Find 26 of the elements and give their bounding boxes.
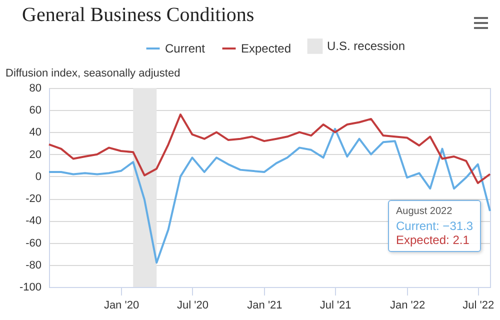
y-tick-label: 40 bbox=[29, 126, 42, 139]
legend-label: U.S. recession bbox=[327, 39, 406, 54]
x-tick-label: Jan '20 bbox=[104, 300, 140, 312]
y-tick-label: 60 bbox=[29, 104, 42, 117]
y-tick-label: 20 bbox=[29, 148, 42, 161]
x-tick-label: Jul '20 bbox=[176, 300, 208, 312]
x-tick-label: Jan '22 bbox=[390, 300, 426, 312]
y-tick-label: 0 bbox=[35, 170, 42, 183]
legend-label: Expected bbox=[241, 42, 292, 56]
x-tick-label: Jul '21 bbox=[320, 300, 352, 312]
y-tick-label: -40 bbox=[26, 215, 42, 228]
y-tick-label: -100 bbox=[19, 282, 42, 294]
y-tick-label: 80 bbox=[29, 82, 42, 94]
annotation: Current: −31.3 bbox=[396, 219, 474, 233]
line-series bbox=[48, 128, 491, 264]
line-series bbox=[48, 114, 491, 184]
legend-label: Current bbox=[165, 42, 206, 56]
annotation: Expected: 2.1 bbox=[396, 233, 470, 247]
y-axis-title: Diffusion index, seasonally adjusted bbox=[6, 68, 180, 80]
y-tick-label: -80 bbox=[26, 259, 42, 272]
x-tick-label: Jan '21 bbox=[247, 300, 282, 312]
x-tick-label: Jul '22 bbox=[462, 300, 494, 312]
chart-title: General Business Conditions bbox=[22, 4, 254, 27]
y-tick-label: -20 bbox=[26, 193, 42, 206]
annotation: August 2022 bbox=[396, 205, 454, 219]
y-tick-label: -60 bbox=[26, 237, 42, 250]
